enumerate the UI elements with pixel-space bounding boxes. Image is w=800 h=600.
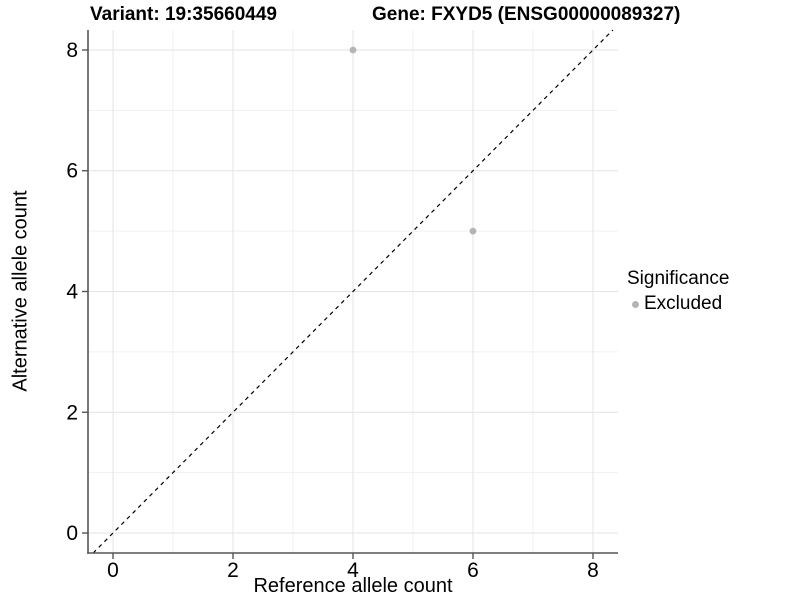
x-tick-label: 2 [227,559,239,582]
x-axis-title: Reference allele count [253,575,453,597]
data-point [469,227,477,235]
y-tick-label: 4 [66,281,78,304]
y-tick-label: 8 [66,39,78,62]
y-axis-title: Alternative allele count [9,190,32,392]
x-tick-label: 4 [347,559,359,582]
y-tick-label: 2 [66,401,78,424]
x-tick-label: 0 [107,559,119,582]
variant-title: Variant: 19:35660449 [90,4,277,25]
x-tick-label: 6 [467,559,479,582]
legend: Significance Excluded [627,268,729,315]
x-tick-label: 8 [587,559,599,582]
y-tick-label: 0 [66,522,78,545]
legend-title: Significance [627,268,730,289]
y-tick-label: 6 [66,160,78,183]
legend-key-dot-icon [632,300,639,308]
legend-item-label: Excluded [644,293,723,314]
data-point [349,46,357,54]
identity-line [92,29,614,554]
gene-title: Gene: FXYD5 (ENSG00000089327) [372,4,681,25]
legend-item-excluded: Excluded [632,293,729,315]
